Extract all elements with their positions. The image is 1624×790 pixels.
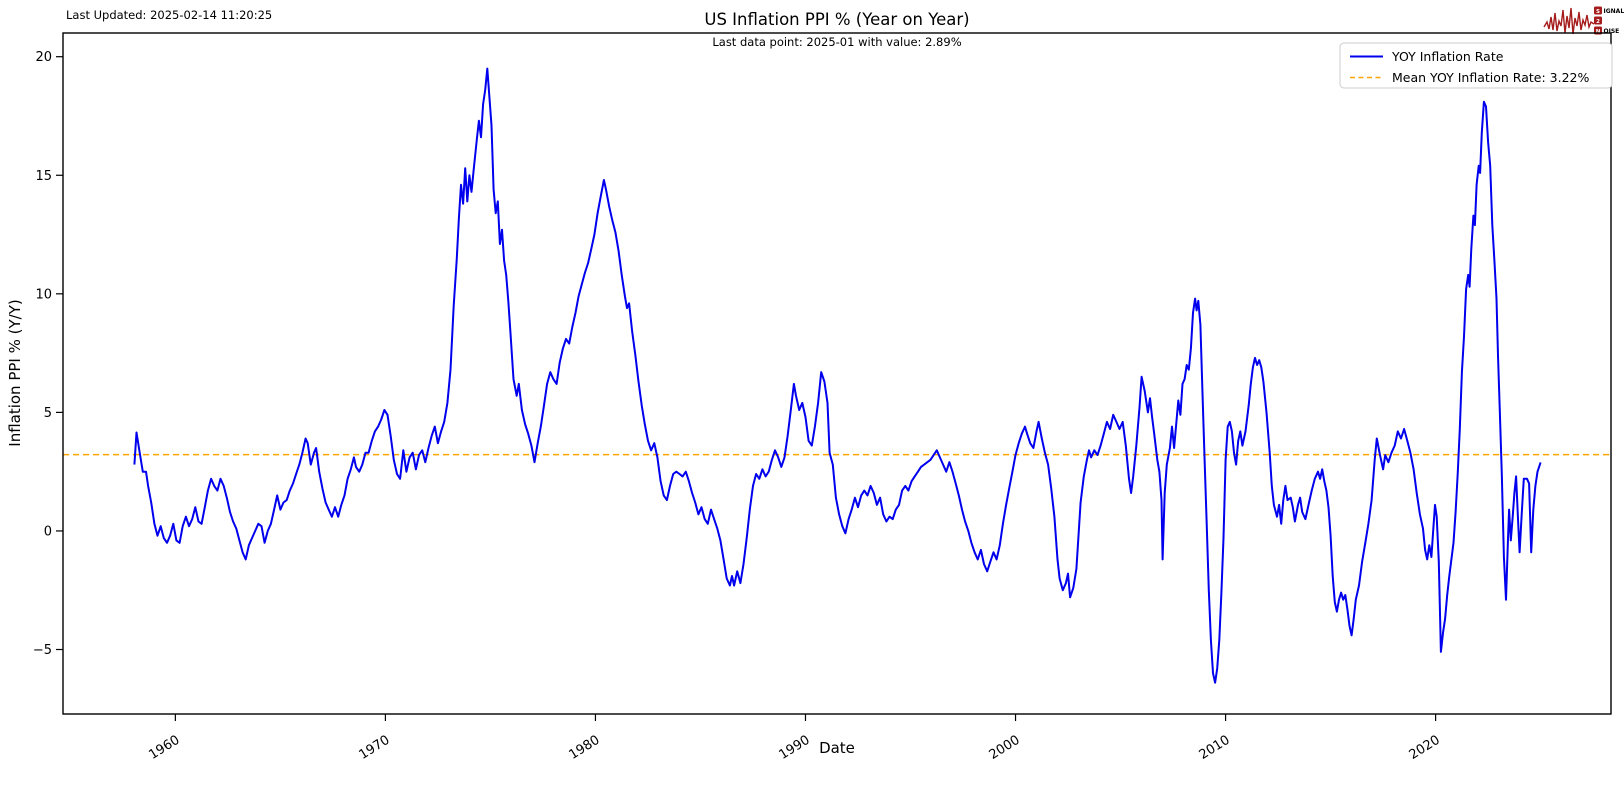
y-tick-label: −5 (33, 643, 52, 658)
x-axis-label: Date (819, 739, 855, 757)
plot-area (62, 32, 1612, 715)
y-axis-ticks: 20 15 10 5 0 −5 (33, 50, 63, 658)
legend-box (1339, 42, 1613, 89)
x-tick-label: 2010 (1197, 733, 1233, 763)
chart-title: US Inflation PPI % (Year on Year) (704, 10, 969, 29)
legend-label-yoy: YOY Inflation Rate (1391, 49, 1504, 64)
x-tick-label: 1990 (777, 733, 813, 763)
logo-word-noise: OISE (1604, 28, 1620, 35)
last-updated-stamp: Last Updated: 2025-02-14 11:20:25 (66, 8, 272, 22)
x-axis-ticks: 1960 1970 1980 1990 2000 2010 2020 (146, 714, 1443, 763)
logo-letter-n: N (1596, 29, 1601, 35)
legend: YOY Inflation Rate Mean YOY Inflation Ra… (1339, 42, 1613, 89)
y-tick-label: 20 (35, 50, 52, 65)
signal2noise-logo: S IGNAL 2 N OISE (1543, 6, 1624, 35)
y-tick-label: 10 (35, 287, 52, 302)
waveform-icon (1543, 7, 1595, 35)
x-tick-label: 1980 (567, 733, 603, 763)
y-tick-label: 0 (44, 524, 52, 539)
x-tick-label: 1970 (357, 733, 393, 763)
chart-subtitle: Last data point: 2025-01 with value: 2.8… (712, 35, 961, 49)
logo-digit-2: 2 (1596, 19, 1600, 25)
logo-word-signal: IGNAL (1604, 8, 1624, 15)
yoy-inflation-line (133, 67, 1542, 684)
legend-label-mean: Mean YOY Inflation Rate: 3.22% (1392, 70, 1589, 85)
logo-wordmark: S IGNAL 2 N OISE (1594, 6, 1624, 35)
x-tick-label: 1960 (146, 733, 182, 763)
plot-border (62, 32, 1612, 715)
y-tick-label: 5 (44, 406, 52, 421)
y-axis-label: Inflation PPI % (Y/Y) (6, 299, 24, 446)
logo-letter-s: S (1596, 9, 1600, 15)
x-tick-label: 2000 (987, 733, 1023, 763)
x-tick-label: 2020 (1407, 733, 1443, 763)
y-tick-label: 15 (35, 169, 52, 184)
